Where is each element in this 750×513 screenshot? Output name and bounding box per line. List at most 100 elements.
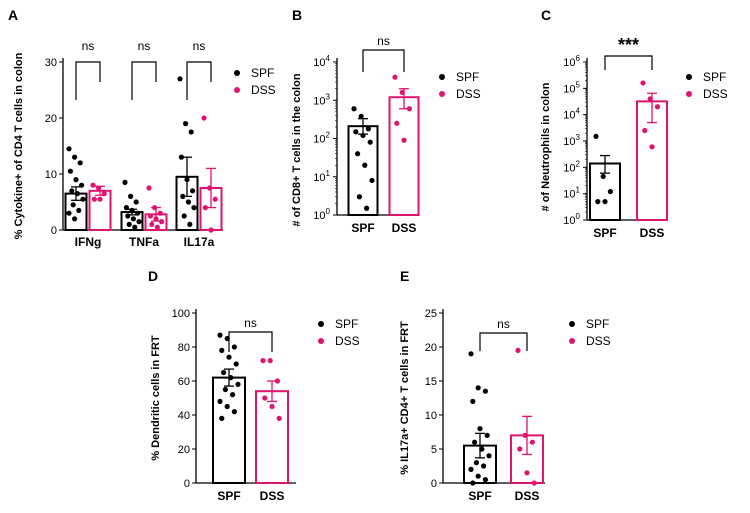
panel-a-legend-spf-marker xyxy=(234,70,240,76)
panel-a-annotation-TNFa: ns xyxy=(138,39,151,53)
panel-a-annotation-IL17a: ns xyxy=(193,39,206,53)
panel-c-label: C xyxy=(541,7,551,23)
panel-d-point-SPF xyxy=(230,392,236,398)
panel-a-category-IFNg: IFNg xyxy=(75,235,102,249)
panel-a-point-IL17a-DSS xyxy=(208,227,214,233)
panel-a-legend-dss-label: DSS xyxy=(251,83,276,97)
panel-b-point-SPF xyxy=(360,132,366,139)
panel-e-annotation-bracket xyxy=(479,332,528,351)
panel-d-point-SPF xyxy=(226,354,232,360)
panel-d-label: D xyxy=(148,268,158,284)
panel-a-point-IFNg-SPF xyxy=(67,168,73,174)
panel-b-ytick-label-0: 100 xyxy=(313,207,330,222)
panel-b: B # of CD8+ T cells in the colon 100 101 1… xyxy=(291,7,481,235)
panel-e-point-DSS xyxy=(529,439,536,445)
panel-e-point-SPF xyxy=(472,439,478,445)
panel-d-point-DSS xyxy=(274,378,280,384)
panel-a-point-IL17a-SPF xyxy=(178,154,184,160)
panel-a-legend-dss-marker xyxy=(234,87,240,93)
panel-a-point-TNFa-SPF xyxy=(129,207,135,213)
panel-d-ytick-label-2: 40 xyxy=(178,410,190,422)
panel-a-point-IFNg-SPF xyxy=(80,196,86,202)
panel-e: E % IL17a+ CD4+ T cells in FRT 0 5 10 15 20 2… xyxy=(399,268,611,503)
panel-c-point-DSS xyxy=(649,144,655,150)
panel-a-point-IFNg-SPF xyxy=(66,210,72,216)
panel-b-bar-SPF xyxy=(347,125,379,216)
panel-d-point-DSS xyxy=(260,358,266,364)
panel-d-ytick-label-0: 0 xyxy=(184,478,190,490)
panel-c-legend-spf-marker xyxy=(686,74,692,80)
panel-a-point-TNFa-SPF xyxy=(128,193,134,199)
panel-d-ylabel: % Dendritic cells in FRT xyxy=(150,335,162,461)
panel-a-ylabel: % Cytokine+ of CD4 T cells in colon xyxy=(13,52,25,239)
panel-a-point-IL17a-SPF xyxy=(183,121,189,127)
panel-c-point-SPF xyxy=(602,198,608,205)
panel-a-category-IL17a: IL17a xyxy=(184,235,215,249)
panel-e-legend-dss-marker xyxy=(569,338,575,344)
panel-a-point-TNFa-SPF xyxy=(135,210,141,216)
panel-c-ytick-label-1: 101 xyxy=(563,186,580,201)
panel-a-category-TNFa: TNFa xyxy=(129,235,159,249)
panel-a-point-TNFa-SPF xyxy=(136,219,142,225)
panel-e-ytick-label-3: 15 xyxy=(425,376,437,388)
panel-b-point-SPF xyxy=(353,129,359,135)
panel-a-point-IL17a-SPF xyxy=(188,129,194,135)
panel-a-point-IFNg-SPF xyxy=(72,154,78,160)
panel-a-point-TNFa-SPF xyxy=(122,179,128,185)
panel-a-bracket-TNFa xyxy=(131,61,157,100)
panel-b-point-SPF xyxy=(364,205,370,211)
panel-b-ylabel: # of CD8+ T cells in the colon xyxy=(291,73,303,226)
panel-d-legend-dss-label: DSS xyxy=(335,334,360,348)
panel-d-legend-spf-label: SPF xyxy=(335,317,358,331)
panel-d-point-SPF xyxy=(222,386,228,393)
panel-a-point-IFNg-DSS xyxy=(90,182,96,188)
panel-a-point-TNFa-DSS xyxy=(149,221,155,227)
panel-b-category-DSS: DSS xyxy=(392,221,417,235)
panel-b-label: B xyxy=(292,7,302,23)
panel-c-point-DSS xyxy=(647,96,653,102)
panel-b-point-SPF xyxy=(365,126,371,132)
panel-b-category-SPF: SPF xyxy=(351,221,374,235)
panel-c-ylabel: # of Neutrophils in colon xyxy=(540,82,552,211)
panel-a-point-IFNg-SPF xyxy=(79,182,85,188)
panel-a-ytick-label-3: 30 xyxy=(45,57,57,69)
panel-a-legend-spf-label: SPF xyxy=(251,66,274,80)
panel-a-ytick-label-1: 10 xyxy=(45,169,57,181)
panel-a-ytick-label-0: 0 xyxy=(51,225,57,237)
panel-a-point-IFNg-DSS xyxy=(101,191,107,197)
panel-a-point-TNFa-DSS xyxy=(153,216,159,222)
panel-d-annotation-bracket xyxy=(228,331,273,352)
panel-e-point-SPF xyxy=(473,460,479,466)
panel-c-ytick-label-4: 104 xyxy=(563,107,580,122)
panel-a-point-IL17a-SPF xyxy=(185,199,191,205)
panel-e-point-SPF xyxy=(481,463,487,469)
panel-b-ytick-label-3: 103 xyxy=(313,92,330,107)
panel-b-point-SPF xyxy=(362,162,368,168)
panel-a-point-IL17a-DSS xyxy=(202,205,208,211)
panel-b-annotation-bracket xyxy=(362,49,405,72)
panel-c-point-DSS xyxy=(654,104,661,110)
panel-b-ytick-label-2: 102 xyxy=(313,131,330,146)
panel-a-point-IL17a-SPF xyxy=(190,188,196,194)
panel-a-point-TNFa-DSS xyxy=(159,219,165,225)
panel-e-ytick-label-0: 0 xyxy=(431,478,437,490)
panel-c-point-SPF xyxy=(600,173,606,180)
panel-d-category-DSS: DSS xyxy=(260,489,285,503)
panel-a-point-TNFa-SPF xyxy=(126,221,132,227)
panel-e-ytick-label-5: 25 xyxy=(425,308,437,320)
panel-b-annotation-text: ns xyxy=(377,34,390,48)
panel-d-point-SPF xyxy=(224,403,230,410)
panel-a-point-IFNg-SPF xyxy=(69,188,75,194)
panel-a-point-TNFa-DSS xyxy=(157,210,163,216)
panel-d-point-SPF xyxy=(217,398,223,404)
panel-d-annotation-text: ns xyxy=(244,316,257,330)
panel-c-legend-dss-marker xyxy=(686,91,692,97)
panel-a-point-IFNg-SPF xyxy=(76,207,82,213)
panel-b-legend-spf-marker xyxy=(439,74,445,80)
panel-a-point-IFNg-DSS xyxy=(91,196,97,202)
panel-d-point-SPF xyxy=(233,361,239,367)
panel-a: A % Cytokine+ of CD4 T cells in colon 0 1… xyxy=(8,7,276,249)
panel-c-ytick-label-2: 102 xyxy=(563,159,580,174)
panel-a-point-IL17a-SPF xyxy=(187,221,193,227)
